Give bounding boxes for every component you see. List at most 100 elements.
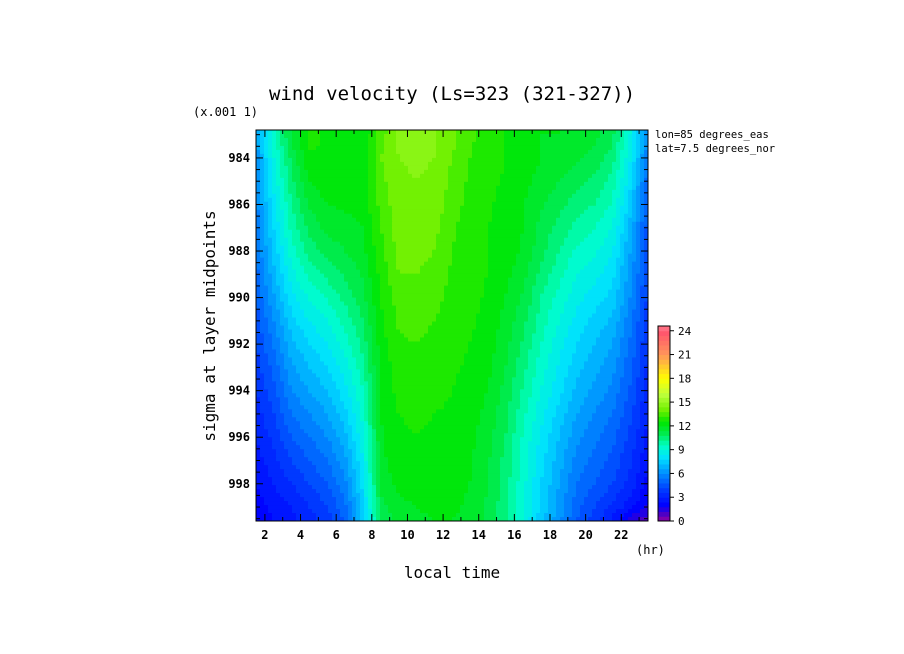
heat-cell bbox=[472, 225, 477, 231]
heat-cell bbox=[556, 133, 561, 139]
heat-cell bbox=[296, 305, 301, 311]
heat-cell bbox=[456, 185, 461, 191]
heat-cell bbox=[592, 197, 597, 203]
heat-cell bbox=[552, 277, 557, 283]
heat-cell bbox=[376, 265, 381, 271]
heat-cell bbox=[296, 177, 301, 183]
heat-cell bbox=[440, 161, 445, 167]
heat-cell bbox=[516, 213, 521, 219]
heat-cell bbox=[364, 293, 369, 299]
heat-cell bbox=[256, 149, 261, 155]
heat-cell bbox=[336, 173, 341, 179]
heat-cell bbox=[460, 309, 465, 315]
heat-cell bbox=[460, 245, 465, 251]
heat-cell bbox=[548, 201, 553, 207]
heat-cell bbox=[312, 285, 317, 291]
heat-cell bbox=[412, 193, 417, 199]
heat-cell bbox=[376, 329, 381, 335]
heat-cell bbox=[312, 157, 317, 163]
heat-cell bbox=[400, 157, 405, 163]
heat-cell bbox=[284, 225, 289, 231]
heat-cell bbox=[548, 229, 553, 235]
heat-cell bbox=[600, 205, 605, 211]
heat-cell bbox=[520, 213, 525, 219]
heat-cell bbox=[580, 137, 585, 143]
heat-cell bbox=[288, 193, 293, 199]
heat-cell bbox=[536, 209, 541, 215]
heat-cell bbox=[504, 261, 509, 267]
heat-cell bbox=[588, 161, 593, 167]
heat-cell bbox=[452, 169, 457, 175]
heat-cell bbox=[616, 149, 621, 155]
heat-cell bbox=[428, 193, 433, 199]
heat-cell bbox=[488, 277, 493, 283]
heat-cell bbox=[524, 177, 529, 183]
heat-cell bbox=[460, 145, 465, 151]
heat-cell bbox=[484, 273, 489, 279]
heat-cell bbox=[364, 213, 369, 219]
heat-cell bbox=[500, 313, 505, 319]
heat-cell bbox=[372, 281, 377, 287]
heat-cell bbox=[444, 141, 449, 147]
heat-cell bbox=[276, 265, 281, 271]
heat-cell bbox=[588, 249, 593, 255]
heat-cell bbox=[520, 301, 525, 307]
heat-cell bbox=[620, 321, 625, 327]
heat-cell bbox=[400, 293, 405, 299]
heat-cell bbox=[440, 293, 445, 299]
heat-cell bbox=[356, 277, 361, 283]
heat-cell bbox=[256, 281, 261, 287]
heat-cell bbox=[588, 313, 593, 319]
heat-cell bbox=[308, 153, 313, 159]
heat-cell bbox=[636, 153, 641, 159]
heat-cell bbox=[460, 249, 465, 255]
heat-cell bbox=[328, 149, 333, 155]
heat-cell bbox=[508, 137, 513, 143]
heat-cell bbox=[332, 257, 337, 263]
heat-cell bbox=[512, 169, 517, 175]
heat-cell bbox=[492, 209, 497, 215]
heat-cell bbox=[580, 169, 585, 175]
heat-cell bbox=[608, 153, 613, 159]
heat-cell bbox=[392, 317, 397, 323]
heat-cell bbox=[524, 241, 529, 247]
heat-cell bbox=[280, 157, 285, 163]
heat-cell bbox=[424, 233, 429, 239]
heat-cell bbox=[556, 305, 561, 311]
heat-cell bbox=[472, 141, 477, 147]
heat-cell bbox=[340, 225, 345, 231]
heat-cell bbox=[468, 217, 473, 223]
heat-cell bbox=[404, 157, 409, 163]
heat-cell bbox=[472, 321, 477, 327]
heat-cell bbox=[324, 289, 329, 295]
heat-cell bbox=[408, 325, 413, 331]
heat-cell bbox=[608, 229, 613, 235]
heat-cell bbox=[356, 241, 361, 247]
heat-cell bbox=[552, 217, 557, 223]
heat-cell bbox=[532, 241, 537, 247]
heat-cell bbox=[388, 201, 393, 207]
heat-cell bbox=[592, 141, 597, 147]
heat-cell bbox=[420, 185, 425, 191]
heat-cell bbox=[272, 229, 277, 235]
heat-cell bbox=[336, 273, 341, 279]
heat-cell bbox=[480, 149, 485, 155]
heat-cell bbox=[412, 165, 417, 171]
heat-cell bbox=[452, 165, 457, 171]
heat-cell bbox=[596, 237, 601, 243]
heat-cell bbox=[328, 217, 333, 223]
heat-cell bbox=[300, 193, 305, 199]
heat-cell bbox=[384, 185, 389, 191]
heat-cell bbox=[412, 181, 417, 187]
heat-cell bbox=[476, 141, 481, 147]
heat-cell bbox=[420, 221, 425, 227]
heat-cell bbox=[336, 157, 341, 163]
heat-cell bbox=[412, 245, 417, 251]
heat-cell bbox=[332, 173, 337, 179]
heat-cell bbox=[596, 285, 601, 291]
heat-cell bbox=[620, 241, 625, 247]
heat-cell bbox=[436, 249, 441, 255]
heat-cell bbox=[352, 189, 357, 195]
heat-cell bbox=[296, 281, 301, 287]
heat-cell bbox=[276, 201, 281, 207]
